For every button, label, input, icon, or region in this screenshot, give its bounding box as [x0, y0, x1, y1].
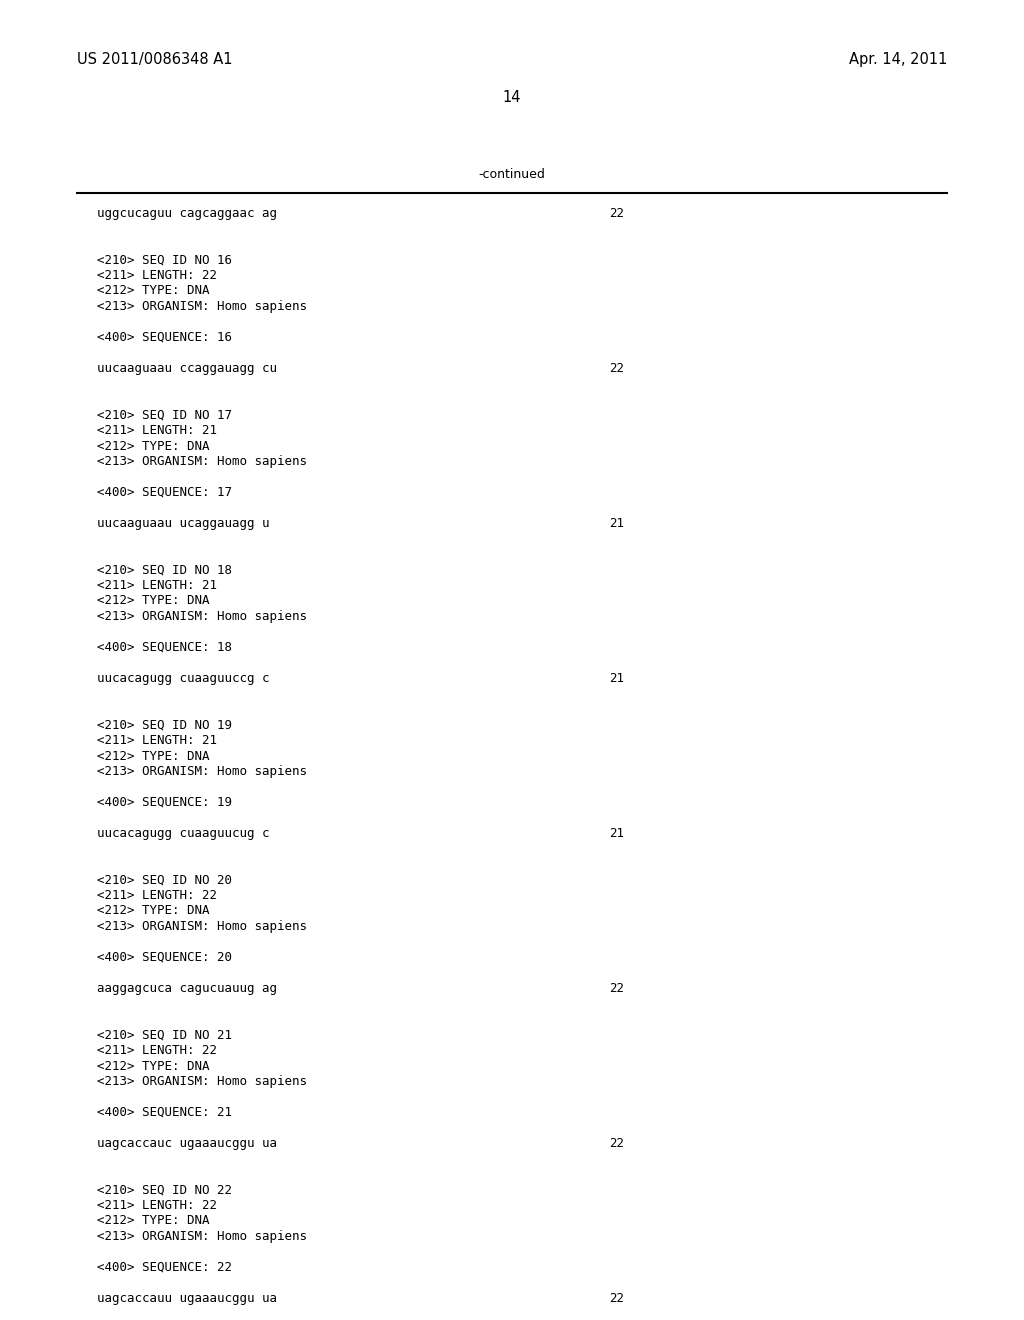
Text: <212> TYPE: DNA: <212> TYPE: DNA	[97, 1060, 210, 1072]
Text: <400> SEQUENCE: 17: <400> SEQUENCE: 17	[97, 486, 232, 499]
Text: <400> SEQUENCE: 16: <400> SEQUENCE: 16	[97, 331, 232, 345]
Text: uagcaccauc ugaaaucggu ua: uagcaccauc ugaaaucggu ua	[97, 1137, 278, 1150]
Text: uucaaguaau ccaggauagg cu: uucaaguaau ccaggauagg cu	[97, 362, 278, 375]
Text: 22: 22	[609, 207, 625, 220]
Text: 21: 21	[609, 517, 625, 531]
Text: Apr. 14, 2011: Apr. 14, 2011	[849, 51, 947, 67]
Text: 22: 22	[609, 982, 625, 995]
Text: <213> ORGANISM: Homo sapiens: <213> ORGANISM: Homo sapiens	[97, 455, 307, 469]
Text: <211> LENGTH: 22: <211> LENGTH: 22	[97, 1199, 217, 1212]
Text: <213> ORGANISM: Homo sapiens: <213> ORGANISM: Homo sapiens	[97, 766, 307, 777]
Text: <213> ORGANISM: Homo sapiens: <213> ORGANISM: Homo sapiens	[97, 920, 307, 933]
Text: <212> TYPE: DNA: <212> TYPE: DNA	[97, 440, 210, 453]
Text: 22: 22	[609, 1137, 625, 1150]
Text: <212> TYPE: DNA: <212> TYPE: DNA	[97, 904, 210, 917]
Text: <210> SEQ ID NO 19: <210> SEQ ID NO 19	[97, 718, 232, 731]
Text: <213> ORGANISM: Homo sapiens: <213> ORGANISM: Homo sapiens	[97, 610, 307, 623]
Text: uucacagugg cuaaguucug c: uucacagugg cuaaguucug c	[97, 828, 269, 840]
Text: <211> LENGTH: 21: <211> LENGTH: 21	[97, 734, 217, 747]
Text: <211> LENGTH: 22: <211> LENGTH: 22	[97, 1044, 217, 1057]
Text: <211> LENGTH: 22: <211> LENGTH: 22	[97, 269, 217, 282]
Text: <210> SEQ ID NO 22: <210> SEQ ID NO 22	[97, 1184, 232, 1196]
Text: aaggagcuca cagucuauug ag: aaggagcuca cagucuauug ag	[97, 982, 278, 995]
Text: 22: 22	[609, 1292, 625, 1305]
Text: <210> SEQ ID NO 18: <210> SEQ ID NO 18	[97, 564, 232, 577]
Text: uucaaguaau ucaggauagg u: uucaaguaau ucaggauagg u	[97, 517, 269, 531]
Text: <400> SEQUENCE: 18: <400> SEQUENCE: 18	[97, 642, 232, 653]
Text: <213> ORGANISM: Homo sapiens: <213> ORGANISM: Homo sapiens	[97, 1230, 307, 1243]
Text: <210> SEQ ID NO 16: <210> SEQ ID NO 16	[97, 253, 232, 267]
Text: uagcaccauu ugaaaucggu ua: uagcaccauu ugaaaucggu ua	[97, 1292, 278, 1305]
Text: <400> SEQUENCE: 19: <400> SEQUENCE: 19	[97, 796, 232, 809]
Text: <210> SEQ ID NO 17: <210> SEQ ID NO 17	[97, 408, 232, 421]
Text: US 2011/0086348 A1: US 2011/0086348 A1	[77, 51, 232, 67]
Text: <210> SEQ ID NO 21: <210> SEQ ID NO 21	[97, 1028, 232, 1041]
Text: <213> ORGANISM: Homo sapiens: <213> ORGANISM: Homo sapiens	[97, 300, 307, 313]
Text: <212> TYPE: DNA: <212> TYPE: DNA	[97, 285, 210, 297]
Text: 14: 14	[503, 90, 521, 106]
Text: <400> SEQUENCE: 22: <400> SEQUENCE: 22	[97, 1261, 232, 1274]
Text: 21: 21	[609, 828, 625, 840]
Text: <212> TYPE: DNA: <212> TYPE: DNA	[97, 594, 210, 607]
Text: <400> SEQUENCE: 21: <400> SEQUENCE: 21	[97, 1106, 232, 1119]
Text: uucacagugg cuaaguuccg c: uucacagugg cuaaguuccg c	[97, 672, 269, 685]
Text: <400> SEQUENCE: 20: <400> SEQUENCE: 20	[97, 950, 232, 964]
Text: <212> TYPE: DNA: <212> TYPE: DNA	[97, 750, 210, 763]
Text: uggcucaguu cagcaggaac ag: uggcucaguu cagcaggaac ag	[97, 207, 278, 220]
Text: 22: 22	[609, 362, 625, 375]
Text: <211> LENGTH: 21: <211> LENGTH: 21	[97, 424, 217, 437]
Text: <213> ORGANISM: Homo sapiens: <213> ORGANISM: Homo sapiens	[97, 1074, 307, 1088]
Text: <211> LENGTH: 21: <211> LENGTH: 21	[97, 579, 217, 591]
Text: -continued: -continued	[478, 168, 546, 181]
Text: <212> TYPE: DNA: <212> TYPE: DNA	[97, 1214, 210, 1228]
Text: 21: 21	[609, 672, 625, 685]
Text: <211> LENGTH: 22: <211> LENGTH: 22	[97, 888, 217, 902]
Text: <210> SEQ ID NO 20: <210> SEQ ID NO 20	[97, 874, 232, 887]
